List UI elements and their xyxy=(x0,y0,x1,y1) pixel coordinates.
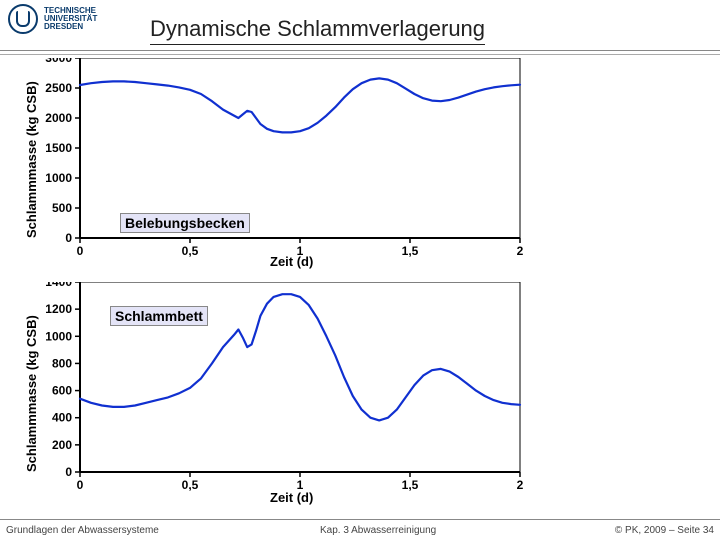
svg-text:500: 500 xyxy=(52,201,72,215)
svg-text:2: 2 xyxy=(517,478,524,492)
svg-text:400: 400 xyxy=(52,411,72,425)
svg-text:0,5: 0,5 xyxy=(182,478,199,492)
university-logo: TECHNISCHE UNIVERSITÄT DRESDEN xyxy=(8,4,97,34)
svg-text:1,5: 1,5 xyxy=(402,478,419,492)
university-name: TECHNISCHE UNIVERSITÄT DRESDEN xyxy=(44,7,97,31)
svg-text:0: 0 xyxy=(77,244,84,258)
slide-title: Dynamische Schlammverlagerung xyxy=(150,16,485,45)
chart-bottom: Schlammmasse (kg CSB) 020040060080010001… xyxy=(10,282,540,522)
svg-text:0: 0 xyxy=(65,465,72,479)
svg-text:0,5: 0,5 xyxy=(182,244,199,258)
chart-bottom-series-label: Schlammbett xyxy=(110,306,208,326)
charts-area: Schlammmasse (kg CSB) 050010001500200025… xyxy=(10,58,540,522)
slide: TECHNISCHE UNIVERSITÄT DRESDEN Dynamisch… xyxy=(0,0,720,540)
svg-text:2000: 2000 xyxy=(45,111,72,125)
footer-center: Kap. 3 Abwasserreinigung xyxy=(320,525,436,536)
svg-text:1400: 1400 xyxy=(45,282,72,289)
footer-right: © PK, 2009 – Seite 34 xyxy=(615,525,714,536)
svg-text:3000: 3000 xyxy=(45,58,72,65)
svg-text:1200: 1200 xyxy=(45,302,72,316)
header: TECHNISCHE UNIVERSITÄT DRESDEN Dynamisch… xyxy=(0,0,720,51)
chart-bottom-xlabel: Zeit (d) xyxy=(270,490,313,505)
svg-text:800: 800 xyxy=(52,356,72,370)
svg-text:600: 600 xyxy=(52,384,72,398)
uni-line3: DRESDEN xyxy=(44,23,97,31)
svg-text:1500: 1500 xyxy=(45,141,72,155)
svg-text:2: 2 xyxy=(517,244,524,258)
header-rule xyxy=(0,54,720,55)
svg-text:0: 0 xyxy=(77,478,84,492)
logo-icon xyxy=(8,4,38,34)
footer-left: Grundlagen der Abwassersysteme xyxy=(6,525,159,536)
svg-text:2500: 2500 xyxy=(45,81,72,95)
chart-bottom-svg: 020040060080010001200140000,511,52 xyxy=(10,282,530,494)
svg-text:0: 0 xyxy=(65,231,72,245)
svg-text:1000: 1000 xyxy=(45,171,72,185)
logo-inner-icon xyxy=(16,11,30,27)
chart-top-svg: 05001000150020002500300000,511,52 xyxy=(10,58,530,258)
svg-text:1,5: 1,5 xyxy=(402,244,419,258)
svg-text:1000: 1000 xyxy=(45,329,72,343)
chart-top-series-label: Belebungsbecken xyxy=(120,213,250,233)
svg-text:200: 200 xyxy=(52,438,72,452)
footer: Grundlagen der Abwassersysteme Kap. 3 Ab… xyxy=(0,519,720,540)
chart-top-xlabel: Zeit (d) xyxy=(270,254,313,269)
chart-top: Schlammmasse (kg CSB) 050010001500200025… xyxy=(10,58,540,276)
